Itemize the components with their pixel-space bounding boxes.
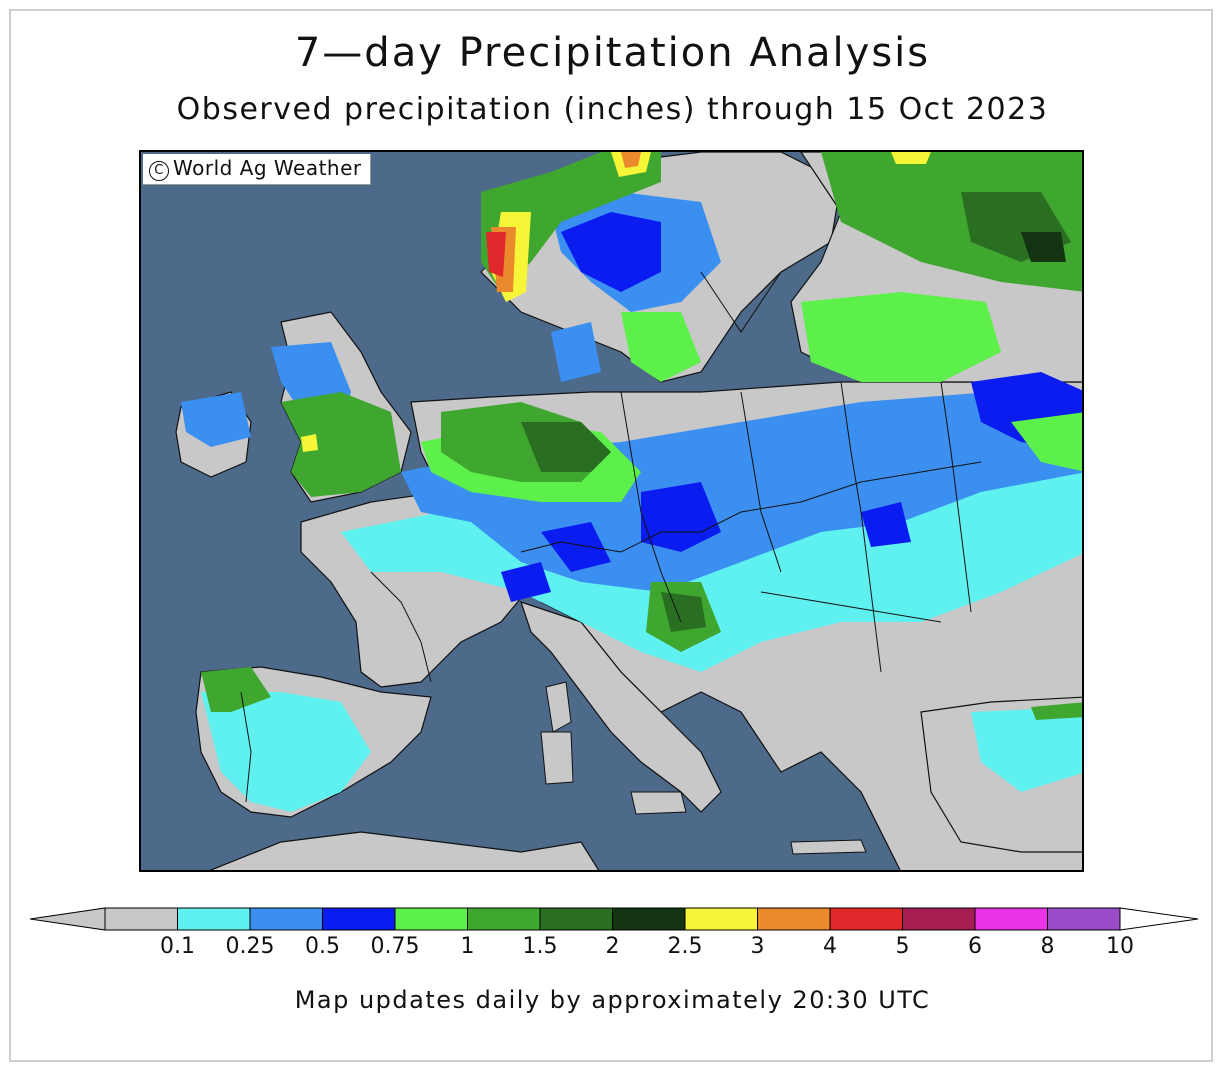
color-legend	[30, 907, 1199, 931]
legend-tick-label: 1.5	[522, 934, 558, 959]
legend-cell	[974, 907, 1048, 931]
precipitation-map: C World Ag Weather	[139, 150, 1084, 872]
legend-tick-label: 1	[460, 934, 475, 959]
legend-below-arrow	[30, 907, 106, 931]
legend-tick-label: 0.5	[305, 934, 340, 959]
legend-tick-label: 2.5	[667, 934, 703, 959]
map-canvas	[141, 152, 1082, 870]
country-borders	[240, 271, 982, 803]
legend-cell	[322, 907, 396, 931]
legend-tick-label: 8	[1040, 934, 1055, 959]
precip-shading	[181, 152, 1082, 812]
credit-text: World Ag Weather	[173, 156, 362, 180]
legend-tick-label: 10	[1106, 934, 1134, 959]
legend-cell	[829, 907, 903, 931]
legend-cell	[177, 907, 251, 931]
update-note: Map updates daily by approximately 20:30…	[294, 986, 931, 1014]
legend-cell	[902, 907, 976, 931]
legend-above-arrow	[1119, 907, 1199, 931]
legend-tick-label: 0.25	[225, 934, 275, 959]
legend-tick-label: 0.75	[370, 934, 420, 959]
legend-tick-label: 0.1	[160, 934, 195, 959]
legend-tick-label: 5	[895, 934, 910, 959]
legend-cell	[757, 907, 831, 931]
islands	[540, 681, 867, 855]
legend-cell	[1047, 907, 1121, 931]
legend-cell	[684, 907, 758, 931]
legend-tick-label: 6	[968, 934, 982, 959]
map-subtitle: Observed precipitation (inches) through …	[176, 92, 1049, 127]
legend-tick-label: 3	[750, 934, 765, 959]
legend-tick-label: 4	[823, 934, 837, 959]
legend-cell-below	[104, 907, 178, 931]
legend-cell	[249, 907, 323, 931]
legend-cell	[394, 907, 468, 931]
map-title: 7—day Precipitation Analysis	[294, 30, 931, 76]
copyright-icon: C	[149, 161, 169, 181]
legend-cell	[467, 907, 541, 931]
credit-label: C World Ag Weather	[143, 154, 371, 185]
legend-cell	[612, 907, 686, 931]
legend-tick-label: 2	[605, 934, 620, 959]
legend-cell	[539, 907, 613, 931]
